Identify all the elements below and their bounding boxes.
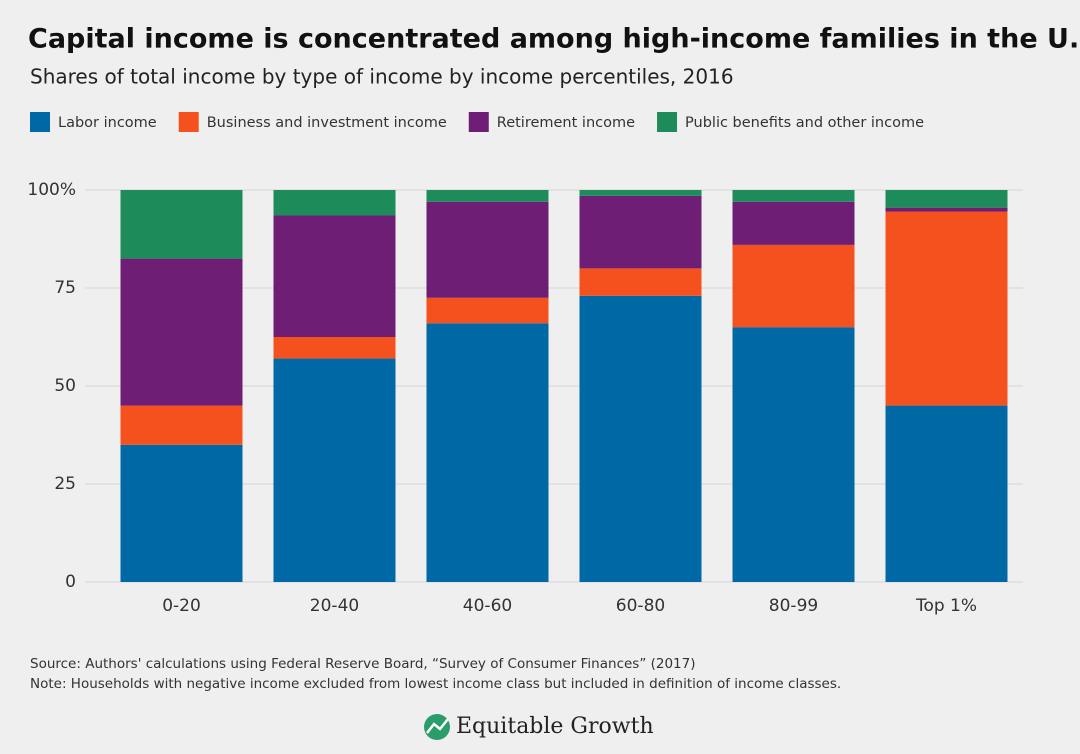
bar-segment [732, 244, 855, 328]
legend-swatch [30, 112, 50, 132]
bar-segment [732, 190, 855, 202]
logo-line [426, 718, 449, 734]
bar-segment [579, 295, 702, 582]
x-tick-label: Top 1% [915, 596, 977, 616]
bar-segment [273, 215, 396, 337]
y-tick-label: 0 [65, 572, 76, 592]
y-tick-label: 25 [54, 474, 76, 494]
source: Source: Authors' calculations using Fede… [30, 656, 696, 672]
legend-label: Retirement income [497, 115, 635, 131]
note: Note: Households with negative income ex… [30, 676, 841, 692]
x-tick-label: 80-99 [769, 596, 818, 616]
bar-segment [273, 337, 396, 359]
bar-segment [885, 405, 1008, 582]
x-tick-label: 20-40 [310, 596, 359, 616]
bar-segment [885, 211, 1008, 406]
bar-segment [120, 258, 243, 406]
bar-segment [732, 327, 855, 582]
bar-segment [579, 268, 702, 296]
bar-segment [426, 201, 549, 298]
bar-segment [885, 190, 1008, 208]
brand-logo [424, 714, 450, 740]
legend-label: Business and investment income [207, 115, 447, 131]
y-tick-label: 50 [54, 376, 76, 396]
chart-title: Capital income is concentrated among hig… [28, 24, 1080, 55]
legend-swatch [178, 112, 199, 132]
bar-segment [732, 201, 855, 245]
x-tick-label: 40-60 [463, 596, 512, 616]
bar-segment [426, 297, 549, 324]
bar-segment [120, 405, 243, 445]
chart-subtitle: Shares of total income by type of income… [30, 65, 734, 89]
bar-segment [579, 190, 702, 196]
legend-swatch [468, 112, 489, 132]
legend-label: Public benefits and other income [685, 115, 924, 131]
y-tick-label: 100% [27, 180, 76, 200]
bar-segment [426, 190, 549, 202]
x-tick-label: 60-80 [616, 596, 665, 616]
bar-segment [120, 190, 243, 259]
bar-segment [885, 207, 1008, 212]
bar-segment [579, 195, 702, 269]
bar-segment [273, 358, 396, 582]
brand: Equitable Growth [456, 714, 654, 739]
bar-segment [426, 323, 549, 582]
legend-label: Labor income [58, 115, 157, 131]
y-tick-label: 75 [54, 278, 76, 298]
legend-swatch [657, 112, 678, 132]
x-tick-label: 0-20 [162, 596, 201, 616]
bar-segment [120, 444, 243, 582]
bar-segment [273, 190, 396, 216]
